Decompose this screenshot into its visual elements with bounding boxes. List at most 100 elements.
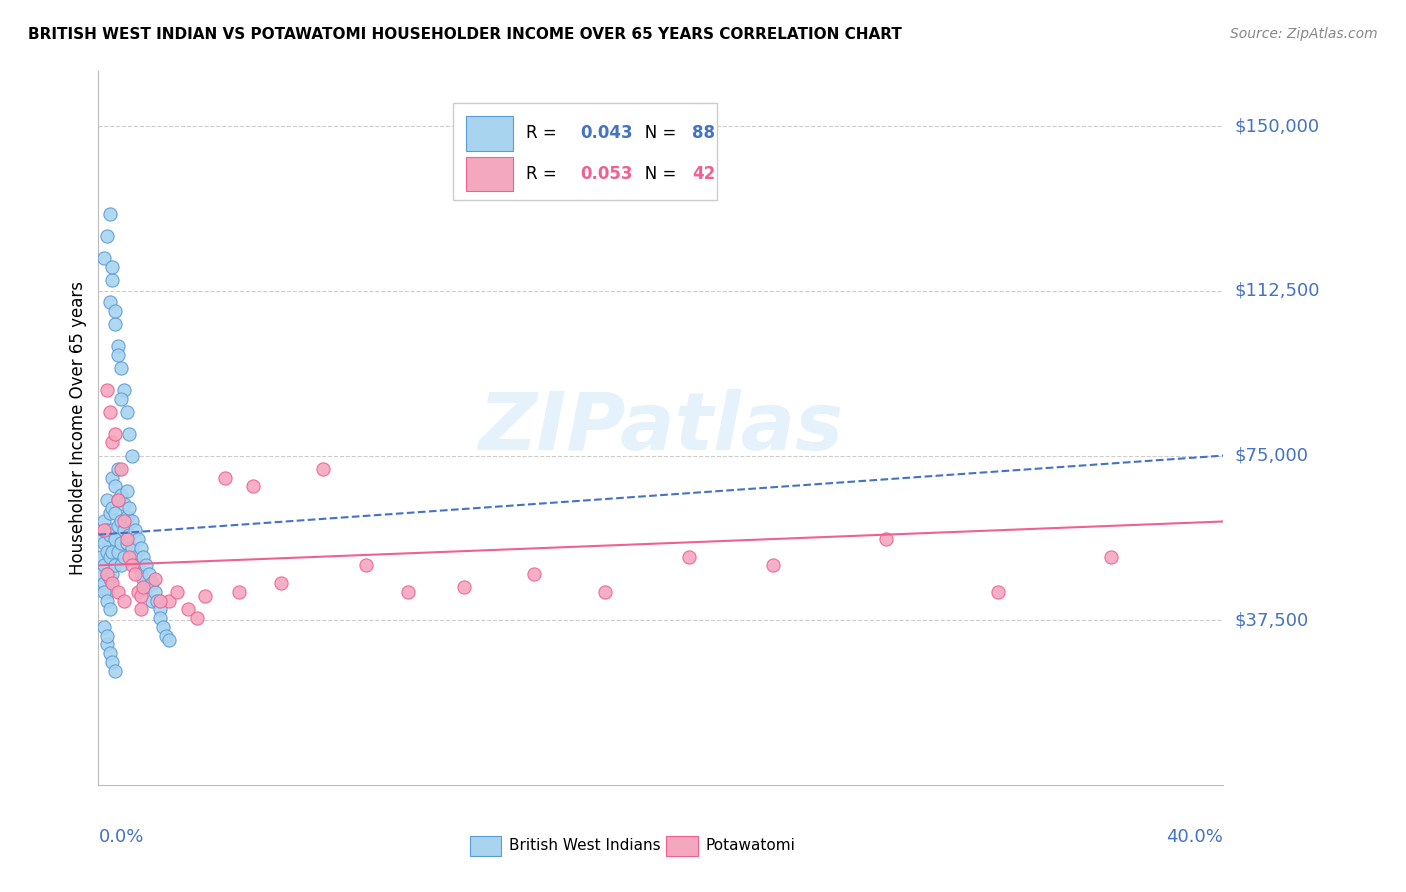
Point xyxy=(166,584,188,599)
Point xyxy=(110,488,132,502)
Point xyxy=(152,620,174,634)
Point xyxy=(146,593,169,607)
Point xyxy=(875,532,897,546)
Point xyxy=(143,572,166,586)
Text: N =: N = xyxy=(630,125,682,143)
Point xyxy=(678,549,700,564)
Point xyxy=(101,501,124,516)
Point xyxy=(93,536,115,550)
Text: 0.053: 0.053 xyxy=(579,165,633,183)
Point xyxy=(987,584,1010,599)
Point xyxy=(149,602,172,616)
Point xyxy=(90,549,112,564)
Point xyxy=(96,637,118,651)
Point xyxy=(101,576,124,591)
Point xyxy=(138,567,160,582)
Point xyxy=(101,260,124,274)
Point xyxy=(104,664,127,678)
Text: British West Indians: British West Indians xyxy=(509,838,661,853)
Point xyxy=(96,567,118,582)
Point xyxy=(1099,549,1122,564)
Bar xyxy=(470,837,501,856)
Point xyxy=(98,294,121,309)
Point xyxy=(129,567,152,582)
Point xyxy=(96,584,118,599)
Point xyxy=(107,462,129,476)
Point xyxy=(124,549,146,564)
Text: $37,500: $37,500 xyxy=(1234,611,1309,629)
Point xyxy=(96,383,118,397)
Point xyxy=(129,602,152,616)
Point xyxy=(186,611,208,625)
Bar xyxy=(467,157,513,191)
Y-axis label: Householder Income Over 65 years: Householder Income Over 65 years xyxy=(69,281,87,575)
Point xyxy=(177,602,200,616)
Text: 88: 88 xyxy=(692,125,716,143)
Text: BRITISH WEST INDIAN VS POTAWATOMI HOUSEHOLDER INCOME OVER 65 YEARS CORRELATION C: BRITISH WEST INDIAN VS POTAWATOMI HOUSEH… xyxy=(28,27,903,42)
Point xyxy=(93,251,115,265)
FancyBboxPatch shape xyxy=(453,103,717,200)
Point xyxy=(155,629,177,643)
Point xyxy=(121,515,143,529)
Point xyxy=(115,405,138,419)
Point xyxy=(101,273,124,287)
Point xyxy=(110,392,132,406)
Point xyxy=(115,536,138,550)
Point xyxy=(93,558,115,573)
Point xyxy=(121,449,143,463)
Text: 0.043: 0.043 xyxy=(579,125,633,143)
Point xyxy=(104,426,127,441)
Point xyxy=(96,545,118,559)
Point xyxy=(127,584,149,599)
Point xyxy=(270,576,292,591)
Point xyxy=(396,584,419,599)
Point xyxy=(104,506,127,520)
Point xyxy=(101,470,124,484)
Point xyxy=(107,492,129,507)
Point xyxy=(124,523,146,537)
Point xyxy=(96,229,118,244)
Point xyxy=(112,549,135,564)
Point xyxy=(132,580,155,594)
Point xyxy=(242,479,264,493)
Point xyxy=(98,602,121,616)
Bar xyxy=(467,116,513,151)
Point xyxy=(90,532,112,546)
Point xyxy=(127,532,149,546)
Point xyxy=(141,593,163,607)
Text: 42: 42 xyxy=(692,165,716,183)
Point xyxy=(101,567,124,582)
Point xyxy=(143,584,166,599)
Point xyxy=(107,545,129,559)
Text: N =: N = xyxy=(630,165,682,183)
Point xyxy=(110,462,132,476)
Point xyxy=(141,576,163,591)
Point xyxy=(135,558,157,573)
Point xyxy=(118,501,141,516)
Point xyxy=(112,515,135,529)
Text: R =: R = xyxy=(526,125,562,143)
Point xyxy=(149,611,172,625)
Point xyxy=(110,536,132,550)
Text: $75,000: $75,000 xyxy=(1234,447,1309,465)
Point xyxy=(228,584,250,599)
Point xyxy=(132,572,155,586)
Text: Source: ZipAtlas.com: Source: ZipAtlas.com xyxy=(1230,27,1378,41)
Bar xyxy=(666,837,697,856)
Point xyxy=(107,492,129,507)
Point xyxy=(110,558,132,573)
Point xyxy=(96,492,118,507)
Point xyxy=(107,339,129,353)
Point xyxy=(96,523,118,537)
Point xyxy=(115,532,138,546)
Text: R =: R = xyxy=(526,165,562,183)
Point xyxy=(762,558,785,573)
Point xyxy=(129,589,152,603)
Point xyxy=(127,558,149,573)
Point xyxy=(96,593,118,607)
Point xyxy=(112,383,135,397)
Point xyxy=(104,479,127,493)
Point xyxy=(93,584,115,599)
Point xyxy=(118,549,141,564)
Point xyxy=(194,589,217,603)
